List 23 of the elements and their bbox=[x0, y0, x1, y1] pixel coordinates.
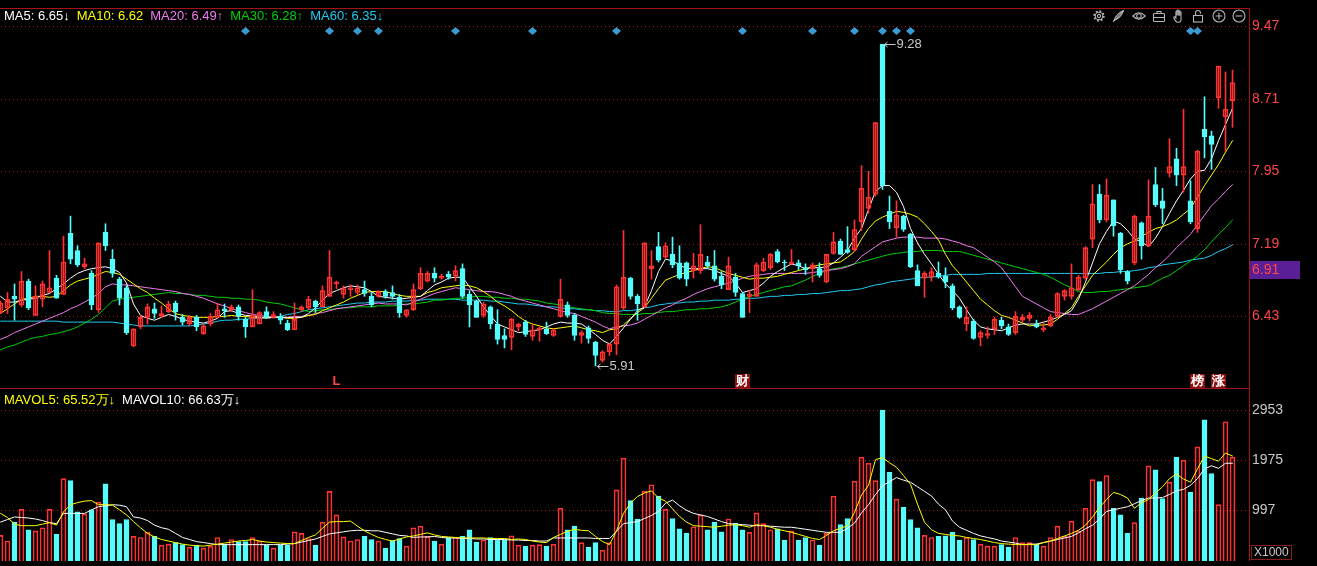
text: MA5: 6.65↓ bbox=[4, 8, 70, 23]
text: 6.91 bbox=[1252, 260, 1280, 277]
y-tick-label: 2953 bbox=[1252, 400, 1284, 417]
text: MAVOL5: 65.52万↓ bbox=[4, 392, 116, 407]
text: MAVOL10: 66.63万↓ bbox=[122, 392, 241, 407]
text: MA20: 6.49↑ bbox=[150, 8, 224, 23]
text: MA60: 6.35↓ bbox=[310, 8, 384, 23]
y-axis-title: X1000 bbox=[1251, 545, 1292, 560]
annotation: 9.28 bbox=[896, 36, 922, 52]
annotation: L bbox=[332, 372, 341, 388]
annotation: 5.91 bbox=[609, 358, 635, 374]
y-tick-label: 9.47 bbox=[1252, 17, 1280, 33]
y-tick-label: 6.43 bbox=[1252, 307, 1280, 324]
y-tick-label: 7.95 bbox=[1252, 162, 1280, 179]
text: MA10: 6.62 bbox=[76, 8, 144, 23]
y-tick-label: 1975 bbox=[1252, 450, 1284, 467]
annotation: 财 bbox=[735, 372, 749, 388]
text: MA30: 6.28↑ bbox=[230, 8, 304, 23]
y-tick-label: 8.71 bbox=[1252, 89, 1280, 106]
y-tick-label: 7.19 bbox=[1252, 234, 1280, 251]
y-tick-label: 997 bbox=[1252, 500, 1276, 517]
annotation: 涨 bbox=[1211, 372, 1226, 388]
annotation: 榜 bbox=[1190, 372, 1204, 388]
